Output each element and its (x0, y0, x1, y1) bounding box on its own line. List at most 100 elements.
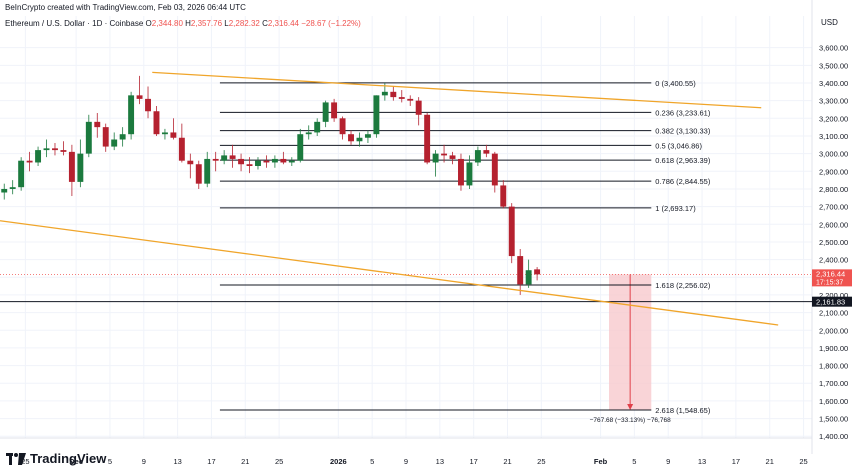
candle-body (534, 269, 541, 275)
current-price-tag (812, 269, 852, 287)
current-price-label: 2,316.44 (816, 269, 845, 278)
candle-countdown-label: 17:15:37 (816, 279, 843, 286)
fib-level-label: 0.618 (2,963.39) (655, 156, 711, 165)
candle-body (128, 95, 135, 135)
y-tick-label: 3,000.00 (819, 150, 848, 159)
brand-name: TradingView (30, 451, 107, 466)
candle-body (483, 150, 490, 154)
x-tick-label: 13 (173, 457, 181, 466)
fib-level-label: 0.236 (3,233.61) (655, 108, 711, 117)
y-tick-label: 3,500.00 (819, 61, 848, 70)
candle-body (212, 158, 219, 161)
ohlc-key: L (222, 19, 229, 28)
candle-body (85, 121, 92, 154)
candle-body (331, 102, 338, 119)
candle-body (381, 91, 388, 96)
candle-body (229, 155, 236, 159)
chart-credit: BeInCrypto created with TradingView.com,… (5, 3, 246, 12)
x-tick-label: 5 (370, 457, 374, 466)
candle-body (238, 158, 245, 165)
candle-body (35, 150, 42, 163)
currency-label: USD (821, 18, 838, 27)
support-price-label: 2,161.83 (816, 298, 845, 307)
y-tick-label: 2,800.00 (819, 185, 848, 194)
tradingview-brand[interactable]: TradingView (6, 451, 106, 466)
candle-body (18, 160, 25, 188)
y-tick-label: 3,200.00 (819, 114, 848, 123)
fib-level-label: 0.786 (2,844.55) (655, 177, 711, 186)
candle-body (60, 150, 67, 152)
y-tick-label: 1,400.00 (819, 432, 848, 441)
x-tick-label: 9 (666, 457, 670, 466)
fib-level-label: 0.5 (3,046.86) (655, 141, 702, 150)
y-tick-label: 2,600.00 (819, 220, 848, 229)
x-tick-label: 21 (766, 457, 774, 466)
candle-body (348, 134, 354, 142)
x-tick-label: 13 (698, 457, 706, 466)
symbol-title: Ethereum / U.S. Dollar · 1D · Coinbase (5, 19, 144, 28)
x-tick-label: 21 (241, 457, 249, 466)
y-tick-label: 3,600.00 (819, 44, 848, 53)
candle-body (297, 134, 304, 161)
y-tick-label: 2,000.00 (819, 326, 848, 335)
candle-body (415, 100, 422, 115)
x-tick-label: Dec (69, 457, 83, 466)
y-tick-label: 3,400.00 (819, 79, 848, 88)
x-tick-label: 9 (142, 457, 146, 466)
ohlc-key: C (259, 19, 268, 28)
y-tick-label: 1,600.00 (819, 397, 848, 406)
x-tick-label: Feb (594, 457, 608, 466)
y-tick-label: 1,800.00 (819, 362, 848, 371)
candle-body (77, 153, 84, 182)
x-tick-label: 13 (436, 457, 444, 466)
ohlc-value: 2,344.80 (151, 19, 183, 28)
fib-level-label: 2.618 (1,548.65) (655, 406, 711, 415)
ohlc-value: 2,316.44 (267, 19, 299, 28)
ohlc-value: 2,357.76 (190, 19, 223, 28)
symbol-ohlc-legend: Ethereum / U.S. Dollar · 1D · Coinbase O… (5, 19, 361, 28)
candle-body (26, 160, 33, 163)
lower-trendline (0, 220, 779, 326)
fib-level-label: 0.382 (3,130.33) (655, 127, 711, 136)
y-tick-label: 2,700.00 (819, 203, 848, 212)
y-axis: 1,400.00 1,500.00 1,600.00 1,700.00 1,800.00… (819, 18, 848, 441)
candle-body (432, 153, 439, 163)
measure-arrow-head (627, 403, 634, 410)
x-tick-label: 17 (469, 457, 477, 466)
candle-body (458, 158, 464, 186)
candle-body (187, 160, 194, 165)
candle-body (221, 155, 228, 161)
x-tick-label: 5 (632, 457, 636, 466)
ohlc-value: 2,282.32 (228, 19, 260, 28)
candle-body (195, 164, 202, 184)
candle-body (1, 188, 8, 193)
y-tick-label: 2,900.00 (819, 167, 848, 176)
x-tick-label: 17 (732, 457, 740, 466)
ohlc-values: O2,344.80 H2,357.76 L2,282.32 C2,316.44 … (146, 19, 361, 28)
candle-body (474, 150, 481, 163)
x-tick-label: 17 (207, 457, 215, 466)
x-tick-label: 5 (108, 457, 112, 466)
x-tick-label: 2026 (330, 457, 347, 466)
candle-body (466, 162, 473, 186)
upper-trendline (152, 71, 762, 109)
candle-body (407, 98, 414, 101)
y-tick-label: 2,400.00 (819, 256, 848, 265)
ohlc-value: −28.67 (−1.22%) (301, 19, 361, 28)
y-tick-label: 1,700.00 (819, 379, 848, 388)
measure-label: −767.68 (−33.13%) −76,768 (590, 417, 672, 424)
support-price-tag (812, 296, 852, 307)
candle-body (441, 153, 448, 156)
candle-body (111, 139, 118, 147)
candle-body (288, 160, 295, 163)
x-axis: 25 Dec 5 9 13 17 21 25 2026 5 9 13 17 21 25 Feb 5 9 13 17 21… (21, 457, 808, 466)
candle-body (364, 134, 371, 138)
y-tick-label: 1,900.00 (819, 344, 848, 353)
candle-body (136, 95, 143, 99)
y-tick-label: 2,200.00 (819, 291, 848, 300)
candle-body (161, 132, 168, 135)
candle-body (145, 98, 151, 112)
candle-body (500, 185, 507, 207)
y-tick-label: 2,100.00 (819, 309, 848, 318)
